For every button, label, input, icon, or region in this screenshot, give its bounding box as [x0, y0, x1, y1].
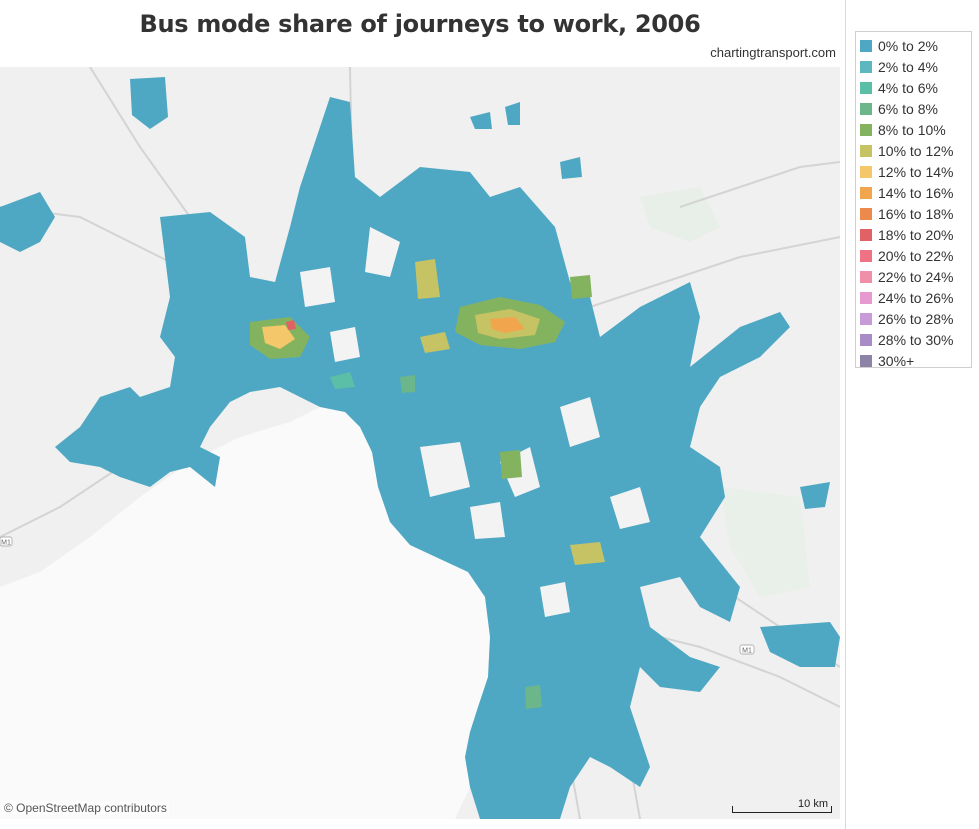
legend-item[interactable]: 26% to 28%	[856, 308, 971, 329]
scale-label: 10 km	[798, 798, 828, 810]
legend-label: 0% to 2%	[878, 37, 938, 54]
legend-swatch	[860, 249, 872, 262]
legend-label: 24% to 26%	[878, 289, 954, 306]
port-phillip-bay	[0, 407, 490, 819]
scale-bar: 10 km	[732, 798, 832, 813]
legend-label: 2% to 4%	[878, 58, 938, 75]
legend-label: 12% to 14%	[878, 163, 954, 180]
legend-item[interactable]: 16% to 18%	[856, 203, 971, 224]
legend-item[interactable]: 18% to 20%	[856, 224, 971, 245]
map-canvas[interactable]: M1 M1	[0, 67, 840, 819]
legend-label: 22% to 24%	[878, 268, 954, 285]
legend-swatch	[860, 354, 872, 367]
legend-label: 18% to 20%	[878, 226, 954, 243]
legend-item[interactable]: 12% to 14%	[856, 161, 971, 182]
legend-item[interactable]: 20% to 22%	[856, 245, 971, 266]
legend-swatch	[860, 291, 872, 304]
legend-label: 10% to 12%	[878, 142, 954, 159]
scale-line	[732, 806, 832, 813]
legend-swatch	[860, 39, 872, 52]
legend-item[interactable]: 4% to 6%	[856, 77, 971, 98]
park-area	[720, 487, 810, 597]
legend-label: 30%+	[878, 352, 915, 369]
legend-item[interactable]: 10% to 12%	[856, 140, 971, 161]
legend-item[interactable]: 22% to 24%	[856, 266, 971, 287]
road-shield-label: M1	[742, 648, 752, 655]
legend-item[interactable]: 14% to 16%	[856, 182, 971, 203]
map-title: Bus mode share of journeys to work, 2006	[139, 10, 701, 38]
legend-label: 8% to 10%	[878, 121, 946, 138]
legend-label: 4% to 6%	[878, 79, 938, 96]
legend-label: 14% to 16%	[878, 184, 954, 201]
legend-item[interactable]: 6% to 8%	[856, 98, 971, 119]
legend-item[interactable]: 24% to 26%	[856, 287, 971, 308]
legend-label: 16% to 18%	[878, 205, 954, 222]
legend-item[interactable]: 30%+	[856, 350, 971, 371]
non-residential-gaps	[300, 227, 650, 617]
legend-swatch	[860, 207, 872, 220]
legend-label: 6% to 8%	[878, 100, 938, 117]
road-shield-label: M1	[1, 540, 11, 547]
legend-item[interactable]: 8% to 10%	[856, 119, 971, 140]
road-shields: M1 M1	[0, 536, 755, 655]
legend-swatch	[860, 270, 872, 283]
legend-swatch	[860, 102, 872, 115]
legend-swatch	[860, 123, 872, 136]
legend-item[interactable]: 28% to 30%	[856, 329, 971, 350]
legend-swatch	[860, 165, 872, 178]
color-legend: 0% to 2% 2% to 4% 4% to 6% 6% to 8% 8% to 10…	[855, 31, 972, 371]
legend-swatch	[860, 81, 872, 94]
legend-swatch	[860, 186, 872, 199]
legend-swatch	[860, 312, 872, 325]
bus-share-hotspots	[250, 259, 605, 709]
legend-item[interactable]: 2% to 4%	[856, 56, 971, 77]
legend-swatch	[860, 228, 872, 241]
legend-label: 28% to 30%	[878, 331, 954, 348]
map-svg: M1 M1	[0, 67, 840, 819]
legend-divider	[845, 0, 846, 829]
legend-swatch	[860, 333, 872, 346]
map-attribution[interactable]: © OpenStreetMap contributors	[2, 801, 169, 815]
legend-label: 20% to 22%	[878, 247, 954, 264]
legend-item[interactable]: 0% to 2%	[856, 35, 971, 56]
legend-swatch	[860, 144, 872, 157]
source-credit: chartingtransport.com	[710, 45, 836, 60]
legend-label: 26% to 28%	[878, 310, 954, 327]
legend-swatch	[860, 60, 872, 73]
